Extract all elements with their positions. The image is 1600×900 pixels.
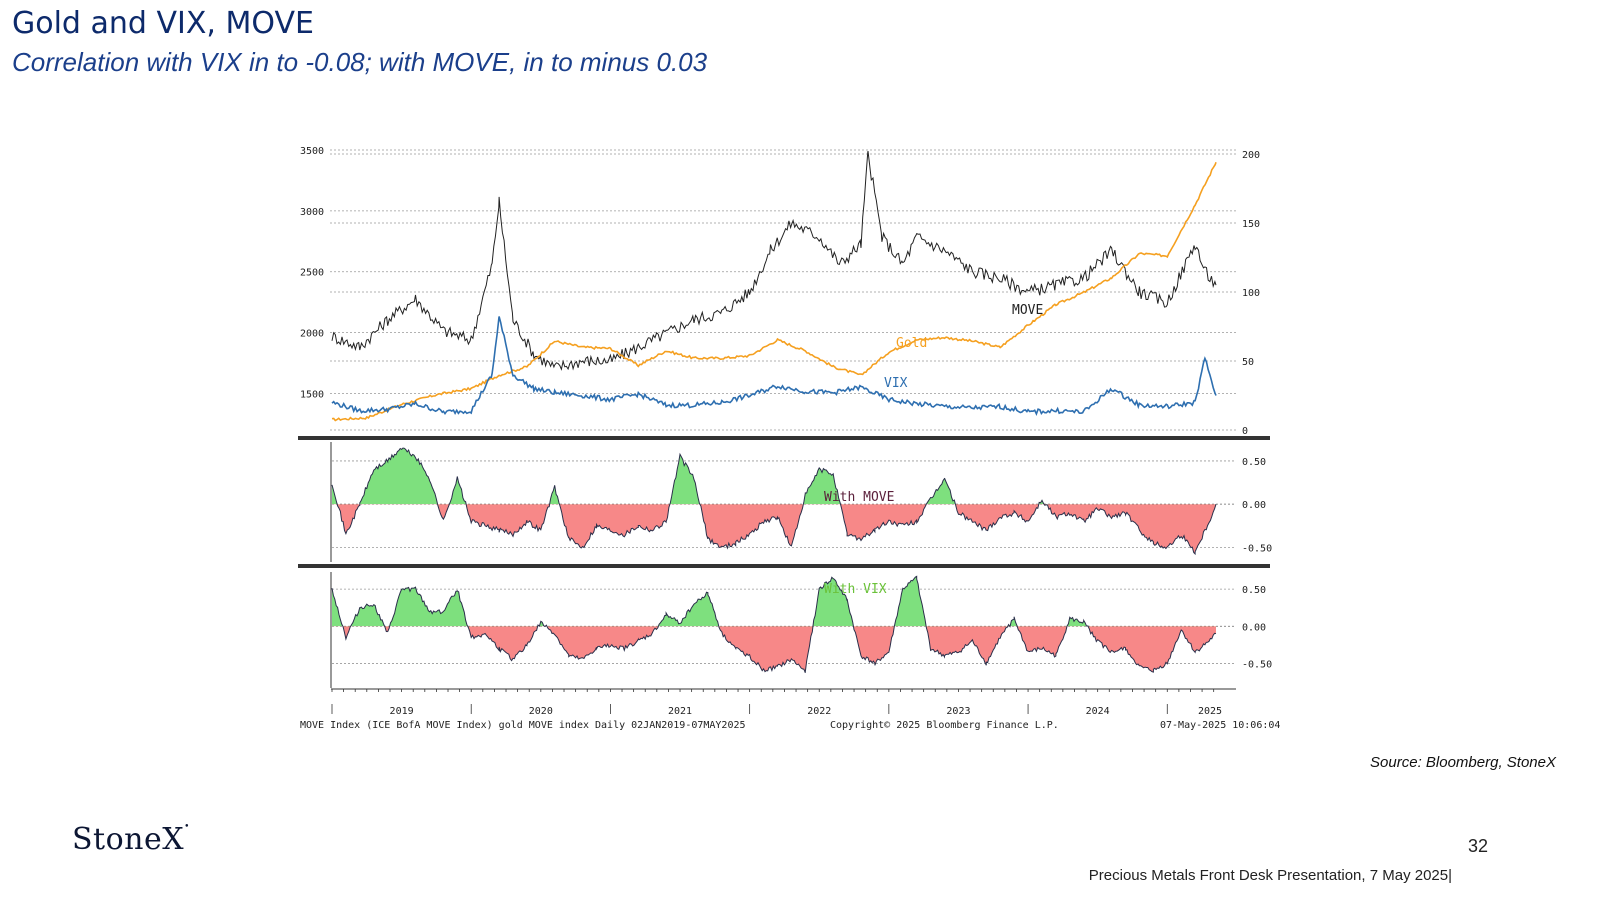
- y-left-tick-label: 2000: [300, 329, 324, 340]
- y-right-tick-label: 0.00: [1242, 500, 1266, 511]
- correlation-line: [331, 447, 1217, 556]
- price-panel-grid: [330, 149, 1236, 431]
- series-line-gold: [331, 161, 1217, 422]
- panel-separator-1: [298, 436, 1270, 440]
- y-right-tick-label: -0.50: [1242, 543, 1272, 554]
- y-right-tick-label: 0.00: [1242, 622, 1266, 633]
- panel-separator-2: [298, 564, 1270, 568]
- y-left-tick-label: 1500: [300, 389, 324, 400]
- y-right-tick-label: 0: [1242, 426, 1248, 437]
- y-left-tick-label: 3500: [300, 146, 324, 157]
- y-right-tick-label: 100: [1242, 288, 1260, 299]
- chart-info-text: MOVE Index (ICE BofA MOVE Index) gold MO…: [300, 720, 746, 731]
- x-tick-label: 2020: [529, 706, 553, 717]
- page-title: Gold and VIX, MOVE: [12, 6, 314, 41]
- page-subtitle: Correlation with VIX in to -0.08; with M…: [12, 47, 708, 77]
- y-right-tick-label: 0.50: [1242, 457, 1266, 468]
- x-tick-label: 2022: [807, 706, 831, 717]
- x-axis: 2019 2020 2021 2022 2023 2024 2025: [331, 688, 1236, 717]
- y-right-tick-label: 200: [1242, 150, 1260, 161]
- x-tick-label: 2025: [1198, 706, 1222, 717]
- chart-copyright: Copyright© 2025 Bloomberg Finance L.P.: [830, 720, 1059, 731]
- x-tick-label: 2024: [1086, 706, 1110, 717]
- y-right-tick-label: -0.50: [1242, 659, 1272, 670]
- negative-area: [332, 626, 1216, 673]
- series-line-vix: [331, 316, 1217, 416]
- series-label-vix: VIX: [884, 376, 908, 391]
- series-label-with-vix: With VIX: [824, 582, 887, 597]
- y-right-tick-label: 150: [1242, 219, 1260, 230]
- correlation-move-panel: 0.50 0.00 -0.50: [330, 442, 1272, 562]
- negative-area: [332, 504, 1216, 554]
- y-left-tick-label: 2500: [300, 268, 324, 279]
- series-label-gold: Gold: [896, 336, 927, 351]
- positive-area: [332, 448, 1045, 505]
- correlation-vix-panel: 0.50 0.00 -0.50: [330, 572, 1272, 688]
- price-series-group: [331, 151, 1217, 422]
- source-note: Source: Bloomberg, StoneX: [1370, 754, 1556, 771]
- x-tick-label: 2023: [946, 706, 970, 717]
- chart-timestamp: 07-May-2025 10:06:04: [1160, 720, 1280, 731]
- y-left-tick-label: 3000: [300, 207, 324, 218]
- y-right-tick-label: 50: [1242, 357, 1254, 368]
- y-right-tick-label: 0.50: [1242, 585, 1266, 596]
- footer-text: Precious Metals Front Desk Presentation,…: [1088, 867, 1452, 884]
- price-left-axis: 3500 3000 2500 2000 1500: [300, 146, 324, 400]
- correlation-line: [331, 575, 1217, 673]
- page-number: 32: [1467, 836, 1488, 856]
- x-tick-label: 2019: [390, 706, 414, 717]
- price-right-axis: 200 150 100 50 0: [1242, 150, 1260, 437]
- series-line-move: [331, 151, 1217, 371]
- stonex-logo: StoneX•: [72, 822, 190, 857]
- series-label-with-move: With MOVE: [824, 490, 894, 505]
- x-tick-label: 2021: [668, 706, 692, 717]
- series-label-move: MOVE: [1012, 303, 1043, 318]
